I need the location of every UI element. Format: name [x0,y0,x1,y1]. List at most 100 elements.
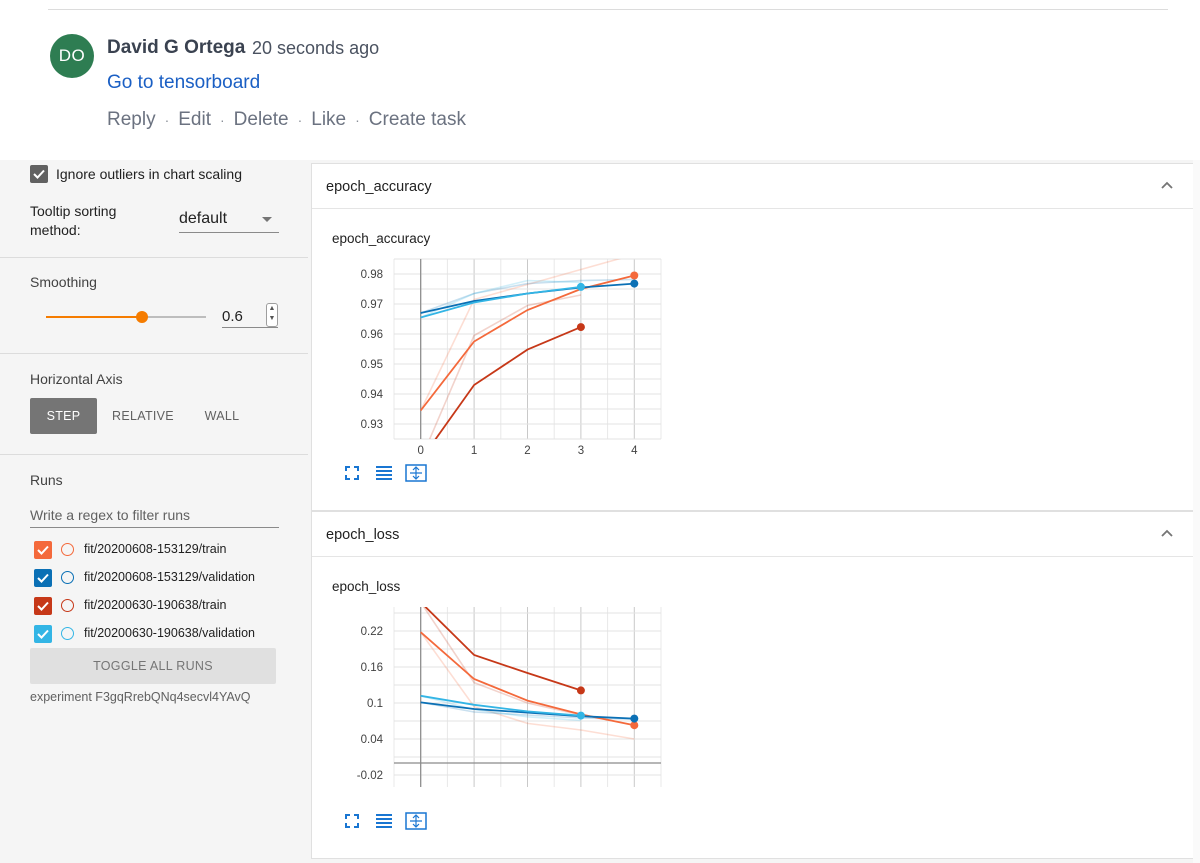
fullscreen-icon[interactable] [340,462,364,484]
x-tick-label: 4 [631,445,638,457]
axis-wall-button[interactable]: WALL [190,398,254,434]
chart-toolbar [340,462,436,484]
log-scale-icon[interactable] [372,462,396,484]
x-tick-label: 0 [417,445,423,457]
tooltip-sorting-value: default [179,210,227,228]
axis-relative-button[interactable]: RELATIVE [104,398,182,434]
loss-chart[interactable]: -0.02 0.04 0.1 0.16 0.22 [312,600,672,805]
tensorboard-link[interactable]: Go to tensorboard [107,72,260,94]
run-row[interactable]: fit/20200630-190638/validation [34,624,304,644]
card-title: epoch_accuracy [326,179,432,195]
series-end-point [577,686,585,694]
divider [0,257,308,258]
filter-placeholder: Write a regex to filter runs [30,507,190,523]
y-tick-label: 0.1 [367,698,383,710]
create-task-button[interactable]: Create task [369,109,466,131]
tooltip-sorting-label: Tooltip sorting [30,203,116,219]
card-title: epoch_loss [326,527,399,543]
y-tick-label: 0.16 [361,662,383,674]
run-checkbox[interactable] [34,597,52,615]
run-name: fit/20200630-190638/train [84,598,226,612]
run-color-icon[interactable] [61,599,74,612]
experiment-id: experiment F3gqRrebQNq4secvl4YAvQ [30,690,250,704]
divider [0,454,308,455]
run-checkbox[interactable] [34,625,52,643]
card-header[interactable]: epoch_loss [312,512,1194,557]
x-tick-label: 1 [471,445,477,457]
separator-dot: · [220,112,225,128]
spinner-icon[interactable]: ▲ ▼ [266,303,278,327]
run-name: fit/20200608-153129/train [84,542,226,556]
card-header[interactable]: epoch_accuracy [312,164,1194,209]
x-tick-label: 2 [524,445,530,457]
divider [48,9,1168,10]
checkmark-icon [36,571,50,585]
tooltip-sorting-select[interactable]: default [179,208,279,233]
comment-author[interactable]: David G Ortega [107,37,245,59]
slider-fill [46,316,142,318]
loss-card: epoch_loss epoch_loss -0.02 0.04 0.1 0.16 0.… [311,511,1195,859]
ignore-outliers-label: Ignore outliers in chart scaling [56,166,242,182]
runs-label: Runs [30,472,63,488]
run-row[interactable]: fit/20200630-190638/train [34,596,304,616]
series-end-point [630,272,638,280]
y-tick-label: 0.22 [361,626,383,638]
like-button[interactable]: Like [311,109,346,131]
checkmark-icon [36,543,50,557]
reply-button[interactable]: Reply [107,109,156,131]
smoothing-input[interactable]: 0.6 ▲ ▼ [222,305,278,328]
toggle-all-runs-button[interactable]: TOGGLE ALL RUNS [30,648,276,684]
series-end-point [630,280,638,288]
chevron-up-icon[interactable] [1160,526,1174,540]
fit-domain-icon[interactable] [404,810,428,832]
run-row[interactable]: fit/20200608-153129/train [34,540,304,560]
settings-sidebar: Ignore outliers in chart scaling Tooltip… [0,160,308,863]
accuracy-chart[interactable]: 0.93 0.94 0.95 0.96 0.97 0.98 0 1 2 3 4 [312,252,672,457]
divider [0,353,308,354]
x-tick-label: 3 [578,445,584,457]
y-tick-label: 0.94 [361,389,384,401]
horizontal-axis-label: Horizontal Axis [30,371,123,387]
checkmark-icon [32,167,46,181]
tensorboard-embed: Ignore outliers in chart scaling Tooltip… [0,160,1200,863]
avatar[interactable]: DO [50,34,94,78]
run-color-icon[interactable] [61,571,74,584]
run-filter-input[interactable]: Write a regex to filter runs [30,505,279,528]
series-end-point [577,323,585,331]
comment-actions: Reply · Edit · Delete · Like · Create ta… [107,109,466,131]
y-tick-label: 0.93 [361,419,383,431]
chart-title: epoch_accuracy [332,231,430,246]
edit-button[interactable]: Edit [178,109,211,131]
slider-thumb[interactable] [136,311,148,323]
delete-button[interactable]: Delete [234,109,289,131]
smoothing-slider[interactable] [46,316,206,318]
run-checkbox[interactable] [34,569,52,587]
smoothing-value: 0.6 [222,308,243,325]
chart-title: epoch_loss [332,579,400,594]
comment-timestamp: 20 seconds ago [252,38,379,59]
fit-domain-icon[interactable] [404,462,428,484]
ignore-outliers-checkbox[interactable] [30,165,48,183]
separator-dot: · [298,112,303,128]
series-end-point [577,712,585,720]
run-row[interactable]: fit/20200608-153129/validation [34,568,304,588]
checkmark-icon [36,627,50,641]
run-name: fit/20200630-190638/validation [84,626,255,640]
smoothing-label: Smoothing [30,274,97,290]
chevron-up-icon[interactable] [1160,178,1174,192]
fullscreen-icon[interactable] [340,810,364,832]
series-end-point [577,283,585,291]
run-color-icon[interactable] [61,543,74,556]
separator-dot: · [165,112,170,128]
y-tick-label: 0.98 [361,269,383,281]
y-tick-label: 0.95 [361,359,383,371]
log-scale-icon[interactable] [372,810,396,832]
tooltip-sorting-label-cont: method: [30,222,81,238]
run-color-icon[interactable] [61,627,74,640]
checkmark-icon [36,599,50,613]
separator-dot: · [355,112,360,128]
y-tick-label: 0.04 [361,734,384,746]
run-checkbox[interactable] [34,541,52,559]
axis-step-button[interactable]: STEP [30,398,97,434]
scrollbar[interactable] [1193,160,1200,863]
